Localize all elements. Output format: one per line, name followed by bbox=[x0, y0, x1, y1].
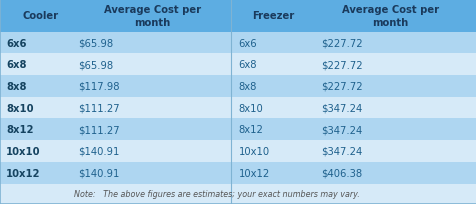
Text: 8x12: 8x12 bbox=[6, 125, 34, 135]
Text: 6x8: 6x8 bbox=[238, 60, 257, 70]
Text: $65.98: $65.98 bbox=[78, 38, 113, 48]
Text: 6x6: 6x6 bbox=[238, 38, 257, 48]
FancyBboxPatch shape bbox=[0, 119, 476, 141]
Text: $117.98: $117.98 bbox=[78, 82, 119, 92]
Text: $140.91: $140.91 bbox=[78, 168, 119, 178]
Text: 8x8: 8x8 bbox=[6, 82, 27, 92]
Text: 10x12: 10x12 bbox=[6, 168, 40, 178]
Text: $227.72: $227.72 bbox=[320, 60, 362, 70]
Text: Average Cost per
month: Average Cost per month bbox=[341, 5, 438, 28]
FancyBboxPatch shape bbox=[0, 76, 476, 97]
Text: 8x8: 8x8 bbox=[238, 82, 257, 92]
FancyBboxPatch shape bbox=[0, 97, 476, 119]
Text: 10x12: 10x12 bbox=[238, 168, 269, 178]
Text: $347.24: $347.24 bbox=[320, 125, 361, 135]
FancyBboxPatch shape bbox=[0, 0, 476, 33]
FancyBboxPatch shape bbox=[0, 54, 476, 76]
FancyBboxPatch shape bbox=[0, 162, 476, 184]
Text: $111.27: $111.27 bbox=[78, 125, 119, 135]
Text: 6x6: 6x6 bbox=[6, 38, 27, 48]
Text: $227.72: $227.72 bbox=[320, 38, 362, 48]
Text: 8x10: 8x10 bbox=[6, 103, 34, 113]
Text: Cooler: Cooler bbox=[22, 11, 59, 21]
Text: Average Cost per
month: Average Cost per month bbox=[104, 5, 201, 28]
Text: $65.98: $65.98 bbox=[78, 60, 113, 70]
Text: $111.27: $111.27 bbox=[78, 103, 119, 113]
FancyBboxPatch shape bbox=[0, 184, 476, 204]
Text: 8x12: 8x12 bbox=[238, 125, 263, 135]
FancyBboxPatch shape bbox=[0, 33, 476, 54]
Text: Freezer: Freezer bbox=[251, 11, 293, 21]
Text: Note:   The above figures are estimates; your exact numbers may vary.: Note: The above figures are estimates; y… bbox=[74, 189, 359, 198]
Text: $347.24: $347.24 bbox=[320, 103, 361, 113]
Text: 10x10: 10x10 bbox=[6, 146, 40, 156]
Text: $347.24: $347.24 bbox=[320, 146, 361, 156]
Text: $140.91: $140.91 bbox=[78, 146, 119, 156]
Text: $227.72: $227.72 bbox=[320, 82, 362, 92]
Text: 8x10: 8x10 bbox=[238, 103, 263, 113]
Text: $406.38: $406.38 bbox=[320, 168, 361, 178]
Text: 6x8: 6x8 bbox=[6, 60, 27, 70]
FancyBboxPatch shape bbox=[0, 141, 476, 162]
Text: 10x10: 10x10 bbox=[238, 146, 269, 156]
